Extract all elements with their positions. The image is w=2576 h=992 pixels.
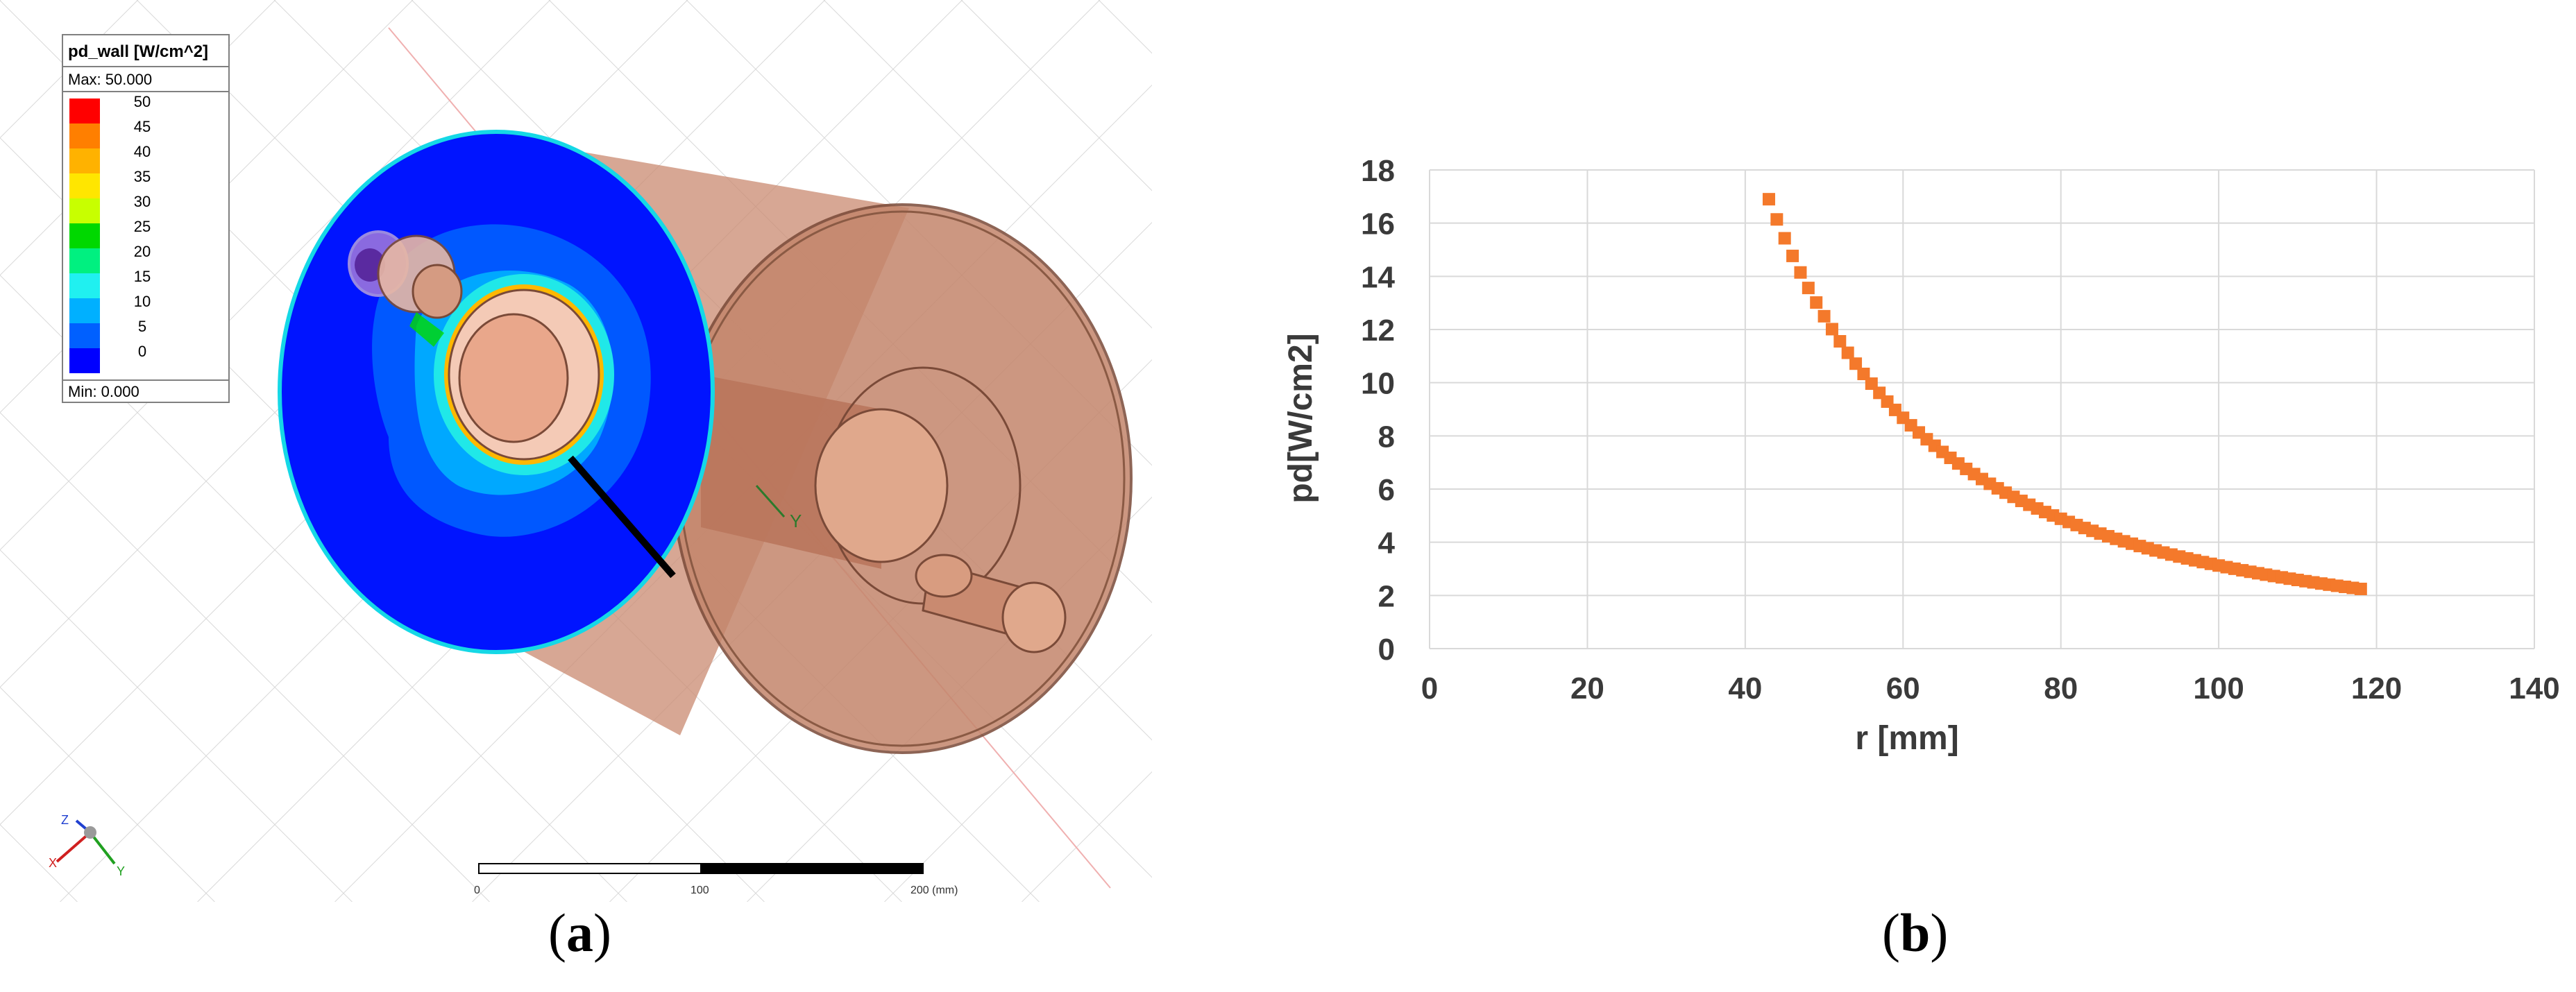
legend-level-label: 0 (138, 343, 146, 360)
x-tick-label: 100 (2193, 672, 2244, 705)
legend-level-label: 50 (134, 93, 151, 110)
legend-level-label: 25 (134, 218, 151, 235)
data-point (1770, 213, 1783, 226)
scale-label-100: 100 (690, 884, 709, 896)
y-tick-label: 4 (1378, 527, 1396, 561)
legend-swatch (69, 323, 100, 348)
data-point (1857, 368, 1870, 381)
legend-level-label: 30 (134, 193, 151, 210)
legend-title: pd_wall [W/cm^2] (68, 42, 208, 61)
color-legend: pd_wall [W/cm^2] Max: 50.000 50454035302… (62, 34, 230, 403)
legend-swatch (69, 148, 100, 173)
data-point (1833, 335, 1847, 348)
y-tick-label: 8 (1378, 420, 1395, 454)
field-plot-canvas: Y pd_wall [W/cm^2] Max: 50.000 (0, 0, 1152, 902)
y-tick-label: 14 (1361, 260, 1395, 294)
chart-panel: 0 20 40 60 80 100 120 140 0 2 4 6 8 10 12 14 16 18 r [mm… (1249, 104, 2576, 798)
legend-min-label: Min: 0.000 (68, 383, 139, 400)
legend-level-label: 10 (134, 293, 151, 310)
y-tick-label: 10 (1361, 367, 1395, 401)
x-tick-label: 20 (1570, 672, 1604, 705)
legend-level-label: 35 (134, 168, 151, 185)
y-tick-label: 16 (1361, 207, 1395, 241)
caption-a: (a) (548, 903, 611, 963)
legend-level-label: 40 (134, 143, 151, 160)
data-points (1762, 193, 2367, 595)
x-tick-label: 60 (1886, 672, 1920, 705)
data-point (1841, 346, 1854, 359)
data-point (1849, 357, 1863, 370)
legend-swatch (69, 248, 100, 273)
legend-swatch (69, 198, 100, 223)
x-tick-label: 40 (1728, 672, 1762, 705)
legend-swatch (69, 99, 100, 123)
y-tick-label: 18 (1361, 154, 1395, 188)
chart-gridlines (1429, 169, 2535, 649)
x-tick-label: 80 (2044, 672, 2078, 705)
scatter-chart: 0 20 40 60 80 100 120 140 0 2 4 6 8 10 12 14 16 18 r [mm… (1282, 154, 2560, 757)
y-axis-title: pd[W/cm2] (1282, 333, 1319, 503)
x-tick-labels: 0 20 40 60 80 100 120 140 (1421, 672, 2560, 705)
scale-bar: 0 100 200 (mm) (474, 863, 958, 896)
data-point (1817, 309, 1831, 323)
y-tick-label: 12 (1361, 314, 1395, 348)
x-tick-label: 120 (2351, 672, 2402, 705)
legend-swatch (69, 173, 100, 198)
caption-b: (b) (1882, 903, 1949, 963)
triad-x-label: X (49, 856, 57, 870)
legend-swatch (69, 123, 100, 148)
scale-label-0: 0 (474, 884, 480, 896)
scale-label-200: 200 (mm) (910, 884, 958, 896)
x-tick-label: 140 (2509, 672, 2559, 705)
legend-max-label: Max: 50.000 (68, 71, 152, 88)
data-point (1778, 232, 1791, 245)
model-axis-label: Y (790, 511, 802, 531)
legend-level-label: 20 (134, 243, 151, 260)
data-point (1825, 323, 1838, 336)
x-tick-label: 0 (1421, 672, 1438, 705)
legend-swatch (69, 348, 100, 373)
data-point (1794, 266, 1807, 279)
legend-level-label: 15 (134, 268, 151, 285)
y-tick-label: 2 (1378, 579, 1395, 613)
y-tick-label: 6 (1378, 473, 1395, 507)
axis-triad-icon: X Y Z (49, 813, 125, 878)
x-axis-title: r [mm] (1855, 720, 1958, 757)
data-point (1786, 249, 1799, 262)
data-point (1810, 296, 1823, 309)
data-point (1762, 193, 1775, 206)
y-tick-label: 0 (1378, 633, 1395, 667)
triad-y-label: Y (117, 864, 125, 878)
legend-swatch (69, 223, 100, 248)
field-plot-panel: Y pd_wall [W/cm^2] Max: 50.000 (0, 0, 1180, 916)
data-point (1802, 282, 1815, 295)
legend-level-label: 45 (134, 118, 151, 135)
y-tick-labels: 0 2 4 6 8 10 12 14 16 18 (1361, 154, 1395, 667)
legend-swatch (69, 298, 100, 323)
legend-swatch (69, 273, 100, 298)
legend-level-label: 5 (138, 318, 146, 335)
field-disk (278, 130, 715, 654)
data-point (2354, 582, 2367, 595)
triad-z-label: Z (61, 813, 69, 827)
